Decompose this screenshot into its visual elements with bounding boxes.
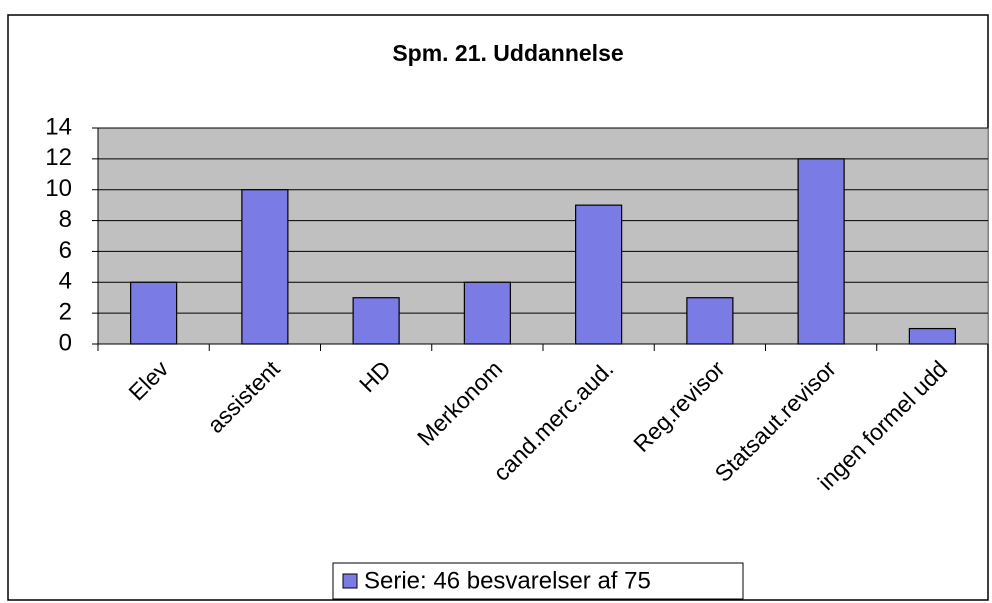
bar xyxy=(352,297,400,345)
bar xyxy=(463,281,511,345)
bar xyxy=(130,281,178,345)
y-tick-label: 0 xyxy=(59,329,72,356)
y-tick-label: 8 xyxy=(59,206,72,233)
bar xyxy=(575,204,623,345)
legend-box xyxy=(332,562,744,600)
bar xyxy=(908,327,956,345)
legend-swatch xyxy=(342,573,358,589)
y-tick-label: 12 xyxy=(45,144,72,171)
plot-area xyxy=(97,127,989,345)
bar xyxy=(797,158,845,345)
y-tick-label: 6 xyxy=(59,237,72,264)
bar xyxy=(686,297,734,345)
y-tick-label: 14 xyxy=(45,113,72,140)
y-tick-label: 10 xyxy=(45,175,72,202)
chart-title: Spm. 21. Uddannelse xyxy=(392,40,623,66)
legend-label: Serie: 46 besvarelser af 75 xyxy=(364,567,651,594)
y-tick-label: 2 xyxy=(59,298,72,325)
y-tick-label: 4 xyxy=(59,268,72,295)
bar xyxy=(241,189,289,345)
